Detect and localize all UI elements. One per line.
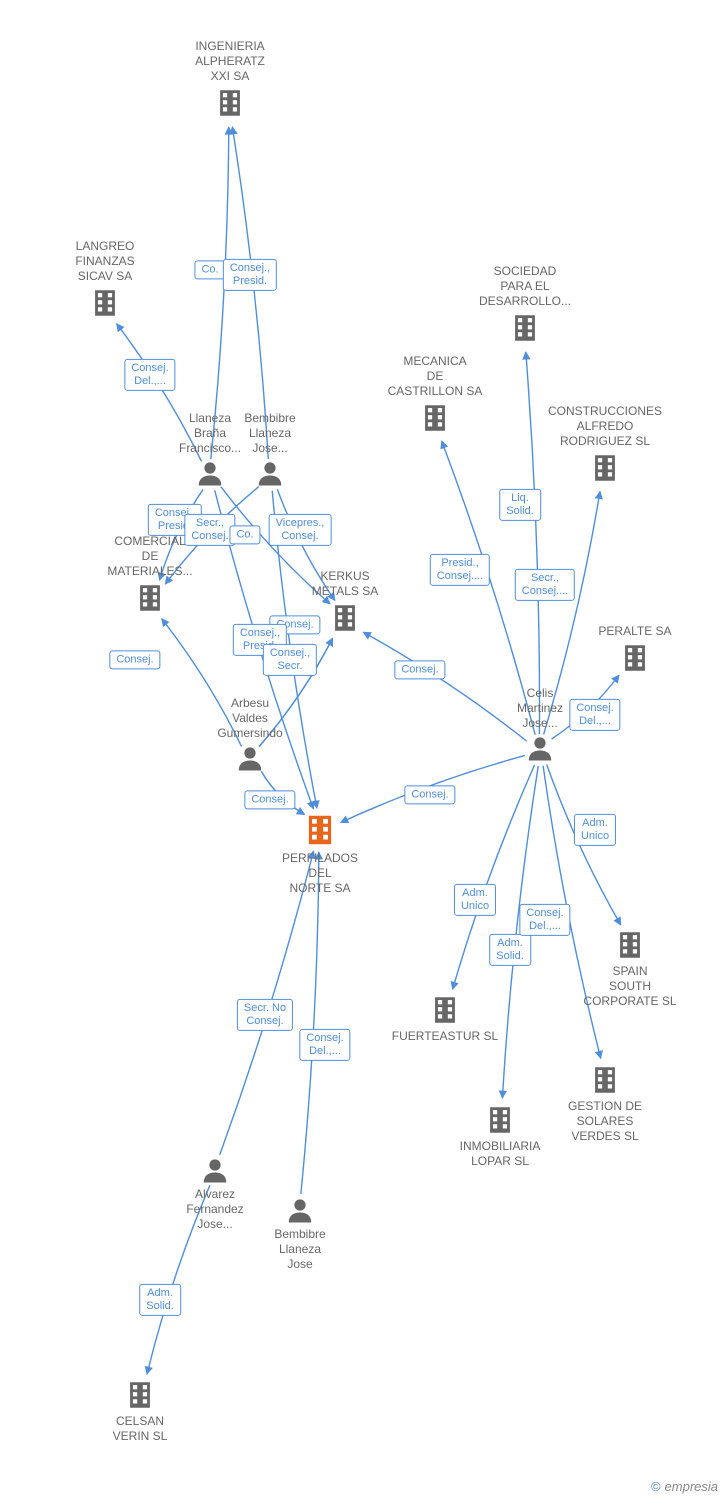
edge-label: Consej. xyxy=(109,650,160,669)
node-construcciones[interactable]: CONSTRUCCIONES ALFREDO RODRIGUEZ SL xyxy=(535,404,675,487)
node-label: SPAIN SOUTH CORPORATE SL xyxy=(560,964,700,1009)
edge-bembibre2-perfilados xyxy=(301,852,319,1194)
edge-label: Consej. Del.,... xyxy=(299,1029,350,1061)
node-label: MECANICA DE CASTRILLON SA xyxy=(365,354,505,399)
edge-label: Adm. Unico xyxy=(574,814,616,846)
copyright-symbol: © xyxy=(651,1479,661,1494)
node-peralte[interactable]: PERALTE SA xyxy=(565,624,705,677)
node-arbesu[interactable]: Arbesu Valdes Gumersindo xyxy=(180,696,320,775)
node-label: Arbesu Valdes Gumersindo xyxy=(180,696,320,741)
edge-label: Vicepres., Consej. xyxy=(269,514,332,546)
edge-label: Presid., Consej.... xyxy=(430,554,490,586)
person-icon xyxy=(285,1195,315,1225)
watermark-text: empresia xyxy=(665,1479,718,1494)
edge-label: Co. xyxy=(229,525,260,544)
edge-llaneza-ingenieria xyxy=(211,127,229,459)
building-icon xyxy=(301,811,339,849)
edge-label: Adm. Unico xyxy=(454,884,496,916)
node-langreo[interactable]: LANGREO FINANZAS SICAV SA xyxy=(35,239,175,322)
edge-label: Consej. Del.,... xyxy=(569,699,620,731)
node-label: CELSAN VERIN SL xyxy=(70,1414,210,1444)
edge-label: Consej. Del.,... xyxy=(519,904,570,936)
building-icon xyxy=(588,451,622,485)
building-icon xyxy=(123,1378,157,1412)
edge-label: Liq. Solid. xyxy=(499,489,541,521)
diagram-canvas xyxy=(0,0,728,1500)
building-icon xyxy=(88,286,122,320)
edge-label: Consej. xyxy=(394,660,445,679)
edge-label: Consej., Presid. xyxy=(223,259,277,291)
node-label: INGENIERIA ALPHERATZ XXI SA xyxy=(160,39,300,84)
edge-label: Secr., Consej.... xyxy=(515,569,575,601)
building-icon xyxy=(328,601,362,635)
node-label: Bembibre Llaneza Jose xyxy=(230,1227,370,1272)
node-label: PERFILADOS DEL NORTE SA xyxy=(250,851,390,896)
building-icon xyxy=(618,641,652,675)
edge-label: Adm. Solid. xyxy=(489,934,531,966)
edge-label: Co. xyxy=(194,260,225,279)
node-celsan[interactable]: CELSAN VERIN SL xyxy=(70,1378,210,1444)
edge-label: Secr., Consej. xyxy=(184,514,235,546)
building-icon xyxy=(213,86,247,120)
building-icon xyxy=(133,581,167,615)
node-label: Bembibre Llaneza Jose... xyxy=(200,411,340,456)
node-label: INMOBILIARIA LOPAR SL xyxy=(430,1139,570,1169)
edge-label: Consej. Del.,... xyxy=(124,359,175,391)
node-mecanica[interactable]: MECANICA DE CASTRILLON SA xyxy=(365,354,505,437)
edge-label: Consej. xyxy=(244,790,295,809)
edge-label: Consej. xyxy=(404,785,455,804)
node-bembibre2[interactable]: Bembibre Llaneza Jose xyxy=(230,1195,370,1272)
node-label: SOCIEDAD PARA EL DESARROLLO... xyxy=(455,264,595,309)
person-icon xyxy=(525,733,555,763)
watermark: © empresia xyxy=(651,1479,718,1494)
node-ingenieria[interactable]: INGENIERIA ALPHERATZ XXI SA xyxy=(160,39,300,122)
edge-label: Adm. Solid. xyxy=(139,1284,181,1316)
node-label: LANGREO FINANZAS SICAV SA xyxy=(35,239,175,284)
node-label: CONSTRUCCIONES ALFREDO RODRIGUEZ SL xyxy=(535,404,675,449)
building-icon xyxy=(508,311,542,345)
node-label: KERKUS METALS SA xyxy=(275,569,415,599)
node-perfilados[interactable]: PERFILADOS DEL NORTE SA xyxy=(250,811,390,896)
building-icon xyxy=(483,1103,517,1137)
edge-label: Secr. No Consej. xyxy=(237,999,293,1031)
person-icon xyxy=(235,743,265,773)
building-icon xyxy=(588,1063,622,1097)
node-sociedad[interactable]: SOCIEDAD PARA EL DESARROLLO... xyxy=(455,264,595,347)
person-icon xyxy=(200,1155,230,1185)
edge-label: Consej., Secr. xyxy=(263,644,317,676)
building-icon xyxy=(418,401,452,435)
node-label: PERALTE SA xyxy=(565,624,705,639)
building-icon xyxy=(428,993,462,1027)
node-inmobiliaria[interactable]: INMOBILIARIA LOPAR SL xyxy=(430,1103,570,1169)
node-fuerteastur[interactable]: FUERTEASTUR SL xyxy=(375,993,515,1044)
node-label: FUERTEASTUR SL xyxy=(375,1029,515,1044)
edge-bembibre1-ingenieria xyxy=(232,127,268,459)
building-icon xyxy=(613,928,647,962)
node-spainsouth[interactable]: SPAIN SOUTH CORPORATE SL xyxy=(560,928,700,1009)
person-icon xyxy=(255,458,285,488)
node-bembibre1[interactable]: Bembibre Llaneza Jose... xyxy=(200,411,340,490)
node-comercial[interactable]: COMERCIAL DE MATERIALES... xyxy=(80,534,220,617)
